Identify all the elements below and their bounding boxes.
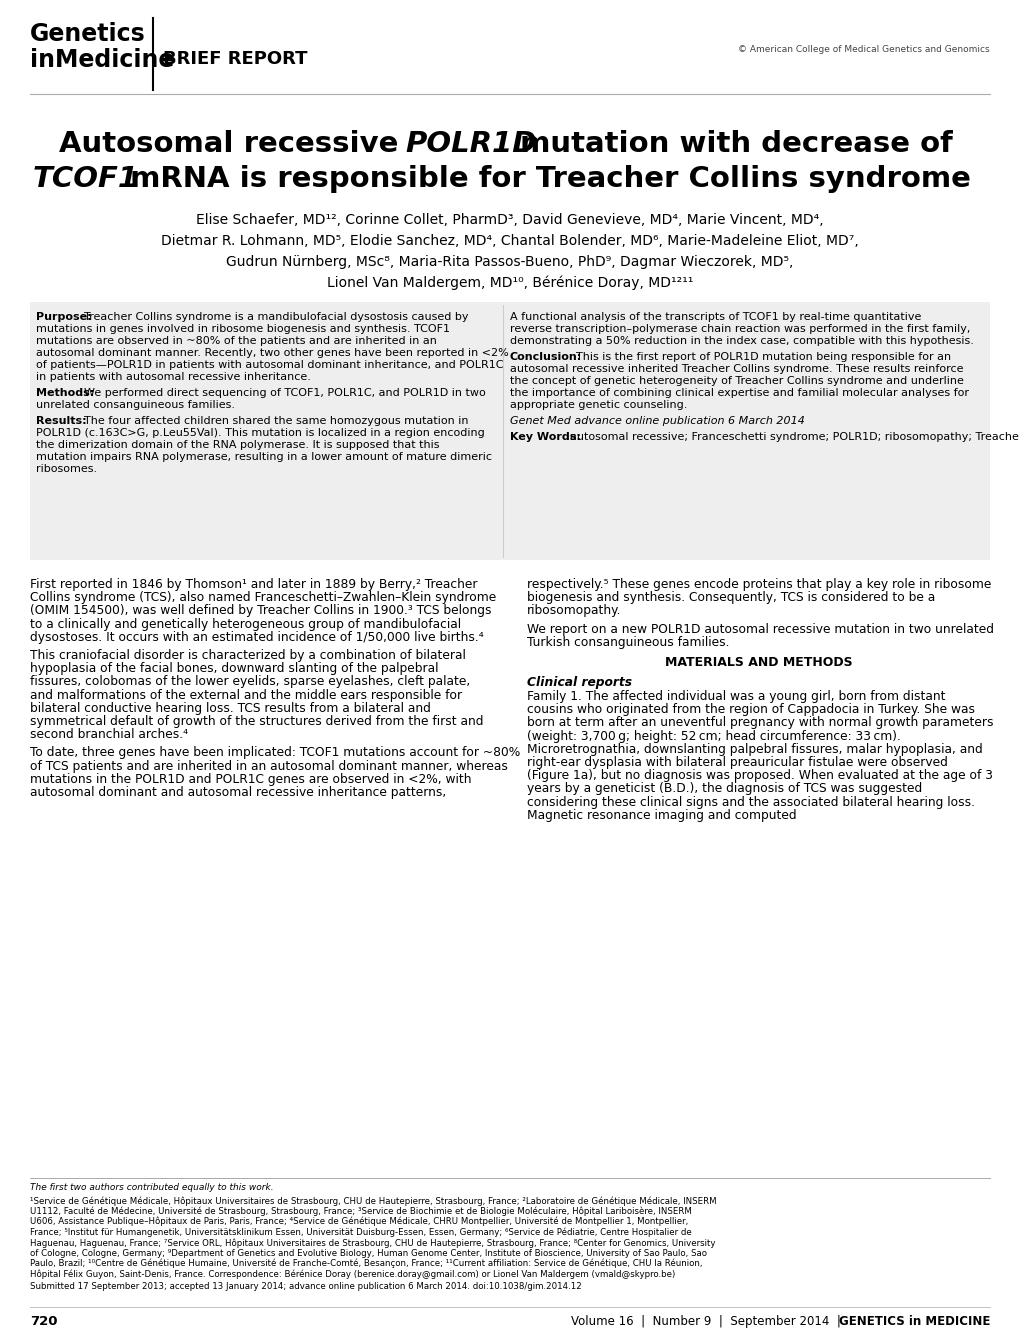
Text: of Cologne, Cologne, Germany; ⁹Department of Genetics and Evolutive Biology, Hum: of Cologne, Cologne, Germany; ⁹Departmen… <box>30 1249 706 1258</box>
Text: respectively.⁵ These genes encode proteins that play a key role in ribosome: respectively.⁵ These genes encode protei… <box>527 578 990 591</box>
Text: of patients—POLR1D in patients with autosomal dominant inheritance, and POLR1C: of patients—POLR1D in patients with auto… <box>36 360 503 370</box>
Text: Autosomal recessive: Autosomal recessive <box>59 130 408 159</box>
Text: reverse transcription–polymerase chain reaction was performed in the first famil: reverse transcription–polymerase chain r… <box>510 324 969 335</box>
Text: inMedicine: inMedicine <box>30 48 174 73</box>
Text: Purpose:: Purpose: <box>36 312 92 323</box>
Bar <box>30 302 989 560</box>
Text: mRNA is responsible for Treacher Collins syndrome: mRNA is responsible for Treacher Collins… <box>119 165 969 194</box>
Text: First reported in 1846 by Thomson¹ and later in 1889 by Berry,² Treacher: First reported in 1846 by Thomson¹ and l… <box>30 578 477 591</box>
Text: Conclusion:: Conclusion: <box>510 352 582 362</box>
Text: Results:: Results: <box>36 417 87 426</box>
Text: and malformations of the external and the middle ears responsible for: and malformations of the external and th… <box>30 688 462 702</box>
Text: biogenesis and synthesis. Consequently, TCS is considered to be a: biogenesis and synthesis. Consequently, … <box>527 591 934 605</box>
Text: Magnetic resonance imaging and computed: Magnetic resonance imaging and computed <box>527 809 796 821</box>
Text: Elise Schaefer, MD¹², Corinne Collet, PharmD³, David Genevieve, MD⁴, Marie Vince: Elise Schaefer, MD¹², Corinne Collet, Ph… <box>196 212 823 227</box>
Text: Dietmar R. Lohmann, MD⁵, Elodie Sanchez, MD⁴, Chantal Bolender, MD⁶, Marie-Madel: Dietmar R. Lohmann, MD⁵, Elodie Sanchez,… <box>161 234 858 249</box>
Text: in patients with autosomal recessive inheritance.: in patients with autosomal recessive inh… <box>36 372 311 382</box>
Text: MATERIALS AND METHODS: MATERIALS AND METHODS <box>664 656 852 669</box>
Text: autosomal dominant manner. Recently, two other genes have been reported in <2%: autosomal dominant manner. Recently, two… <box>36 348 508 358</box>
Text: To date, three genes have been implicated: TCOF1 mutations account for ~80%: To date, three genes have been implicate… <box>30 746 520 759</box>
Text: dysostoses. It occurs with an estimated incidence of 1/50,000 live births.⁴: dysostoses. It occurs with an estimated … <box>30 630 483 644</box>
Text: (OMIM 154500), was well defined by Treacher Collins in 1900.³ TCS belongs: (OMIM 154500), was well defined by Treac… <box>30 605 491 617</box>
Text: of TCS patients and are inherited in an autosomal dominant manner, whereas: of TCS patients and are inherited in an … <box>30 759 507 773</box>
Text: ¹Service de Génétique Médicale, Hôpitaux Universitaires de Strasbourg, CHU de Ha: ¹Service de Génétique Médicale, Hôpitaux… <box>30 1196 716 1206</box>
Text: second branchial arches.⁴: second branchial arches.⁴ <box>30 728 187 741</box>
Text: Family 1. The affected individual was a young girl, born from distant: Family 1. The affected individual was a … <box>527 689 945 703</box>
Text: U1112, Faculté de Médecine, Université de Strasbourg, Strasbourg, France; ³Servi: U1112, Faculté de Médecine, Université d… <box>30 1207 691 1216</box>
Text: born at term after an uneventful pregnancy with normal growth parameters: born at term after an uneventful pregnan… <box>527 716 993 730</box>
Text: demonstrating a 50% reduction in the index case, compatible with this hypothesis: demonstrating a 50% reduction in the ind… <box>510 336 973 345</box>
Text: Microretrognathia, downslanting palpebral fissures, malar hypoplasia, and: Microretrognathia, downslanting palpebra… <box>527 743 981 755</box>
Text: (weight: 3,700 g; height: 52 cm; head circumference: 33 cm).: (weight: 3,700 g; height: 52 cm; head ci… <box>527 730 900 743</box>
Text: the dimerization domain of the RNA polymerase. It is supposed that this: the dimerization domain of the RNA polym… <box>36 439 439 450</box>
Text: The four affected children shared the same homozygous mutation in: The four affected children shared the sa… <box>85 417 469 426</box>
Text: 720: 720 <box>30 1314 57 1328</box>
Text: mutation impairs RNA polymerase, resulting in a lower amount of mature dimeric: mutation impairs RNA polymerase, resulti… <box>36 452 491 462</box>
Text: © American College of Medical Genetics and Genomics: © American College of Medical Genetics a… <box>738 44 989 54</box>
Text: the importance of combining clinical expertise and familial molecular analyses f: the importance of combining clinical exp… <box>510 388 968 398</box>
Text: unrelated consanguineous families.: unrelated consanguineous families. <box>36 401 234 410</box>
Text: POLR1D: POLR1D <box>406 130 537 159</box>
Text: mutation with decrease of: mutation with decrease of <box>510 130 952 159</box>
Text: Treacher Collins syndrome is a mandibulofacial dysostosis caused by: Treacher Collins syndrome is a mandibulo… <box>85 312 469 323</box>
Text: Turkish consanguineous families.: Turkish consanguineous families. <box>527 636 729 649</box>
Text: Genet Med advance online publication 6 March 2014: Genet Med advance online publication 6 M… <box>510 417 804 426</box>
Text: France; ⁵Institut für Humangenetik, Universitätsklinikum Essen, Universität Duis: France; ⁵Institut für Humangenetik, Univ… <box>30 1227 691 1236</box>
Text: The first two authors contributed equally to this work.: The first two authors contributed equall… <box>30 1183 273 1192</box>
Text: symmetrical default of growth of the structures derived from the first and: symmetrical default of growth of the str… <box>30 715 483 728</box>
Text: bilateral conductive hearing loss. TCS results from a bilateral and: bilateral conductive hearing loss. TCS r… <box>30 702 430 715</box>
Text: This is the first report of POLR1D mutation being responsible for an: This is the first report of POLR1D mutat… <box>575 352 950 362</box>
Text: ribosomopathy.: ribosomopathy. <box>527 605 621 617</box>
Text: Key Words:: Key Words: <box>510 431 580 442</box>
Text: We performed direct sequencing of TCOF1, POLR1C, and POLR1D in two: We performed direct sequencing of TCOF1,… <box>85 388 485 398</box>
Text: years by a geneticist (B.D.), the diagnosis of TCS was suggested: years by a geneticist (B.D.), the diagno… <box>527 782 921 796</box>
Text: mutations in the POLR1D and POLR1C genes are observed in <2%, with: mutations in the POLR1D and POLR1C genes… <box>30 773 471 786</box>
Text: right-ear dysplasia with bilateral preauricular fistulae were observed: right-ear dysplasia with bilateral preau… <box>527 757 947 769</box>
Text: Clinical reports: Clinical reports <box>527 676 632 689</box>
Text: A functional analysis of the transcripts of TCOF1 by real-time quantitative: A functional analysis of the transcripts… <box>510 312 920 323</box>
Text: hypoplasia of the facial bones, downward slanting of the palpebral: hypoplasia of the facial bones, downward… <box>30 663 438 675</box>
Text: ribosomes.: ribosomes. <box>36 464 97 474</box>
Text: mutations are observed in ~80% of the patients and are inherited in an: mutations are observed in ~80% of the pa… <box>36 336 436 345</box>
Text: fissures, colobomas of the lower eyelids, sparse eyelashes, cleft palate,: fissures, colobomas of the lower eyelids… <box>30 676 470 688</box>
Text: TCOF1: TCOF1 <box>33 165 139 194</box>
Text: appropriate genetic counseling.: appropriate genetic counseling. <box>510 401 687 410</box>
Text: mutations in genes involved in ribosome biogenesis and synthesis. TCOF1: mutations in genes involved in ribosome … <box>36 324 449 335</box>
Text: autosomal recessive inherited Treacher Collins syndrome. These results reinforce: autosomal recessive inherited Treacher C… <box>510 364 963 374</box>
Text: the concept of genetic heterogeneity of Treacher Collins syndrome and underline: the concept of genetic heterogeneity of … <box>510 376 963 386</box>
Text: Lionel Van Maldergem, MD¹⁰, Bérénice Doray, MD¹²¹¹: Lionel Van Maldergem, MD¹⁰, Bérénice Dor… <box>326 276 693 290</box>
Text: U606, Assistance Publique–Hôpitaux de Paris, Paris, France; ⁴Service de Génétiqu: U606, Assistance Publique–Hôpitaux de Pa… <box>30 1218 688 1227</box>
Text: Methods:: Methods: <box>36 388 94 398</box>
Text: Genetics: Genetics <box>30 22 146 46</box>
Text: considering these clinical signs and the associated bilateral hearing loss.: considering these clinical signs and the… <box>527 796 974 809</box>
Text: We report on a new POLR1D autosomal recessive mutation in two unrelated: We report on a new POLR1D autosomal rece… <box>527 622 994 636</box>
Text: Hôpital Félix Guyon, Saint-Denis, France. Correspondence: Bérénice Doray (bereni: Hôpital Félix Guyon, Saint-Denis, France… <box>30 1270 675 1279</box>
Text: This craniofacial disorder is characterized by a combination of bilateral: This craniofacial disorder is characteri… <box>30 649 466 663</box>
Text: cousins who originated from the region of Cappadocia in Turkey. She was: cousins who originated from the region o… <box>527 703 974 716</box>
Text: Gudrun Nürnberg, MSc⁸, Maria-Rita Passos-Bueno, PhD⁹, Dagmar Wieczorek, MD⁵,: Gudrun Nürnberg, MSc⁸, Maria-Rita Passos… <box>226 255 793 269</box>
Text: Collins syndrome (TCS), also named Franceschetti–Zwahlen–Klein syndrome: Collins syndrome (TCS), also named Franc… <box>30 591 496 605</box>
Text: Haguenau, Haguenau, France; ⁷Service ORL, Hôpitaux Universitaires de Strasbourg,: Haguenau, Haguenau, France; ⁷Service ORL… <box>30 1238 714 1247</box>
Text: Paulo, Brazil; ¹⁰Centre de Génétique Humaine, Université de Franche-Comté, Besan: Paulo, Brazil; ¹⁰Centre de Génétique Hum… <box>30 1259 702 1269</box>
Text: to a clinically and genetically heterogeneous group of mandibulofacial: to a clinically and genetically heteroge… <box>30 618 461 630</box>
Text: autosomal dominant and autosomal recessive inheritance patterns,: autosomal dominant and autosomal recessi… <box>30 786 446 798</box>
Text: (Figure 1a), but no diagnosis was proposed. When evaluated at the age of 3: (Figure 1a), but no diagnosis was propos… <box>527 769 993 782</box>
Text: Submitted 17 September 2013; accepted 13 January 2014; advance online publicatio: Submitted 17 September 2013; accepted 13… <box>30 1282 581 1292</box>
Text: Volume 16  |  Number 9  |  September 2014  |: Volume 16 | Number 9 | September 2014 | <box>571 1314 848 1328</box>
Text: autosomal recessive; Franceschetti syndrome; POLR1D; ribosomopathy; Treacher Col: autosomal recessive; Franceschetti syndr… <box>570 431 1019 442</box>
Text: GENETICS in MEDICINE: GENETICS in MEDICINE <box>838 1314 989 1328</box>
Text: BRIEF REPORT: BRIEF REPORT <box>163 50 307 69</box>
Text: POLR1D (c.163C>G, p.Leu55Val). This mutation is localized in a region encoding: POLR1D (c.163C>G, p.Leu55Val). This muta… <box>36 427 484 438</box>
